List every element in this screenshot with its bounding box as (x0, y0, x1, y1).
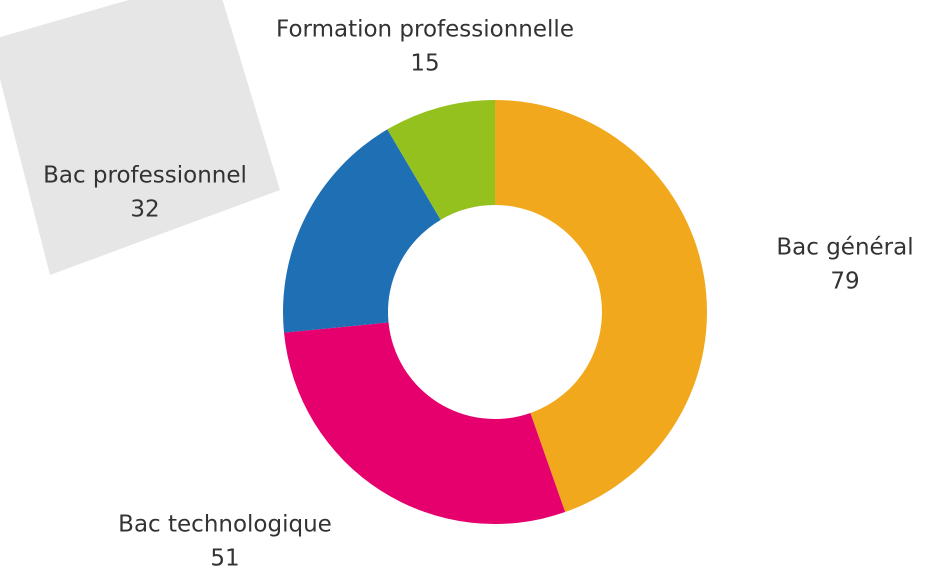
slice-label: Bac technologique (118, 512, 332, 538)
slice-value: 51 (210, 546, 239, 572)
slice-label: Bac professionnel (43, 163, 247, 189)
donut-slice (284, 322, 566, 524)
slice-value: 32 (130, 197, 159, 223)
slice-label: Bac général (776, 235, 913, 261)
donut-slice (283, 129, 441, 333)
slice-value: 15 (410, 51, 439, 77)
slice-value: 79 (830, 269, 859, 295)
background-shape (0, 0, 280, 275)
slice-label: Formation professionnelle (276, 17, 574, 43)
donut-slice (387, 100, 495, 220)
donut-slice (495, 100, 708, 513)
